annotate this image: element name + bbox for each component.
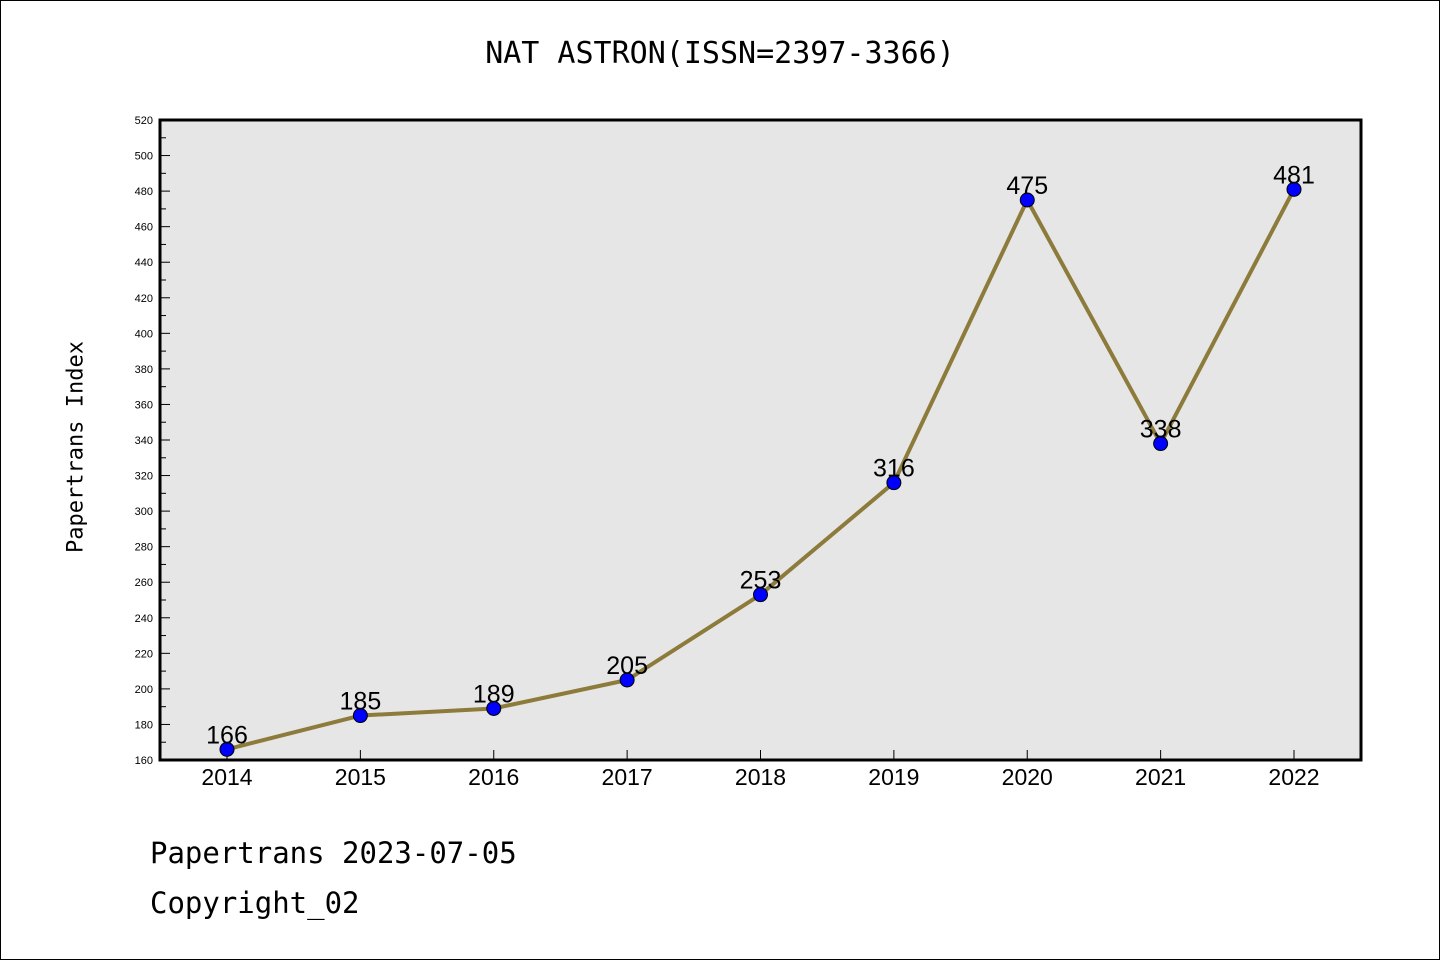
y-tick-label: 440 — [135, 257, 153, 269]
y-tick-label: 420 — [135, 293, 153, 305]
y-tick-label: 300 — [135, 506, 153, 518]
data-label: 253 — [740, 567, 782, 595]
y-tick-label: 360 — [135, 399, 153, 411]
data-point — [1286, 181, 1302, 197]
y-tick-label: 380 — [135, 364, 153, 376]
data-label: 338 — [1140, 416, 1182, 444]
data-label: 481 — [1273, 161, 1315, 189]
y-tick-label: 260 — [135, 577, 153, 589]
data-point — [1019, 192, 1035, 208]
y-tick-label: 460 — [135, 222, 153, 234]
x-tick-label: 2020 — [1002, 764, 1053, 790]
data-label: 316 — [873, 455, 915, 483]
data-point — [886, 475, 902, 491]
data-point — [753, 587, 768, 603]
data-label: 185 — [340, 688, 382, 716]
y-tick-label: 180 — [135, 719, 153, 731]
y-tick-label: 340 — [135, 435, 153, 447]
x-tick-label: 2014 — [201, 764, 252, 790]
y-tick-label: 480 — [135, 186, 153, 198]
y-tick-label: 280 — [135, 542, 153, 554]
chart-title: NAT ASTRON(ISSN=2397-3366) — [485, 36, 955, 71]
data-point — [1153, 436, 1169, 452]
x-tick-label: 2019 — [868, 764, 919, 790]
y-tick-label: 220 — [135, 648, 153, 660]
data-point — [219, 741, 235, 757]
x-tick-label: 2016 — [468, 764, 519, 790]
data-label: 205 — [606, 652, 648, 680]
footer-date: Papertrans 2023-07-05 — [150, 836, 517, 870]
y-tick-label: 200 — [135, 684, 153, 696]
x-tick-label: 2017 — [602, 764, 653, 790]
y-tick-label: 320 — [135, 471, 153, 483]
footer-copyright: Copyright_02 — [150, 886, 360, 920]
y-tick-label: 520 — [135, 115, 153, 127]
x-tick-label: 2021 — [1135, 764, 1186, 790]
y-tick-label: 500 — [135, 151, 153, 163]
data-point — [619, 672, 635, 688]
data-label: 475 — [1006, 172, 1048, 200]
data-label: 166 — [206, 721, 248, 749]
y-tick-label: 160 — [135, 755, 153, 767]
plot-border — [158, 118, 1363, 762]
data-point — [486, 700, 502, 716]
x-tick-label: 2022 — [1268, 764, 1319, 790]
data-point — [352, 708, 368, 724]
y-tick-label: 240 — [135, 613, 153, 625]
x-tick-label: 2015 — [335, 764, 386, 790]
y-tick-label: 400 — [135, 328, 153, 340]
data-label: 189 — [473, 680, 515, 708]
x-tick-label: 2018 — [735, 764, 786, 790]
